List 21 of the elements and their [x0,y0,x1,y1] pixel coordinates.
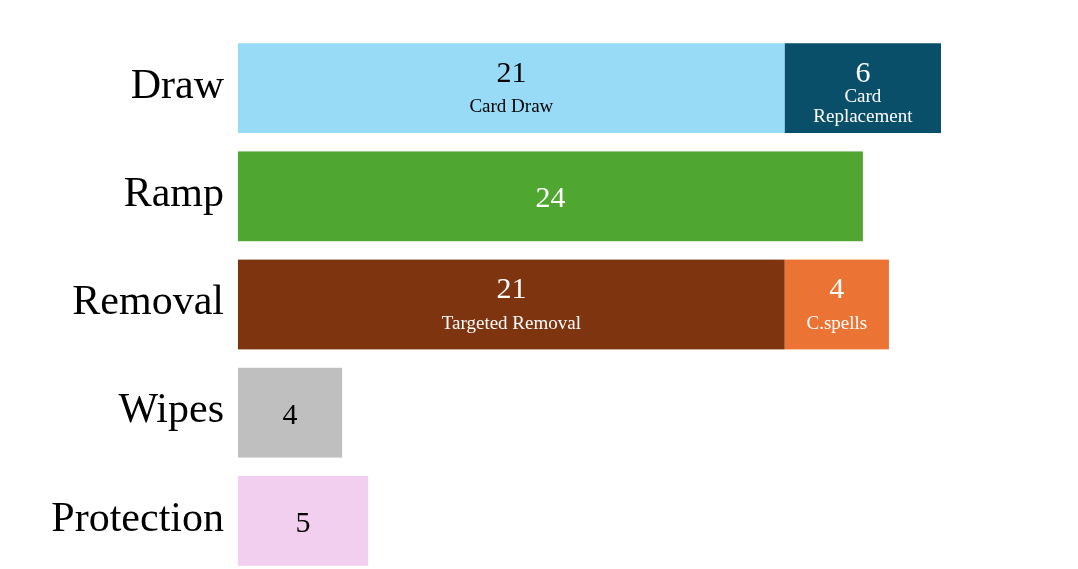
data-label: 21 [496,271,527,305]
y-tick-label: Ramp [123,168,224,215]
data-label: 4 [829,271,845,305]
bar [238,151,863,242]
data-label: 21 [496,55,527,89]
annotation: C.spells [806,311,868,333]
bar [238,475,369,566]
bar [238,259,785,350]
y-tick-label: Protection [51,493,224,540]
y-tick-label: Wipes [118,385,224,432]
bar [238,43,785,134]
data-label: 24 [535,180,566,214]
bar [784,43,941,134]
bar [784,259,889,350]
data-label: 5 [295,504,311,538]
y-tick-label: Removal [72,277,224,324]
data-label: 4 [282,396,298,430]
annotation: Card Draw [469,95,554,117]
y-tick-label: Draw [130,60,225,107]
annotation: Targeted Removal [441,311,581,333]
bar [238,367,343,458]
